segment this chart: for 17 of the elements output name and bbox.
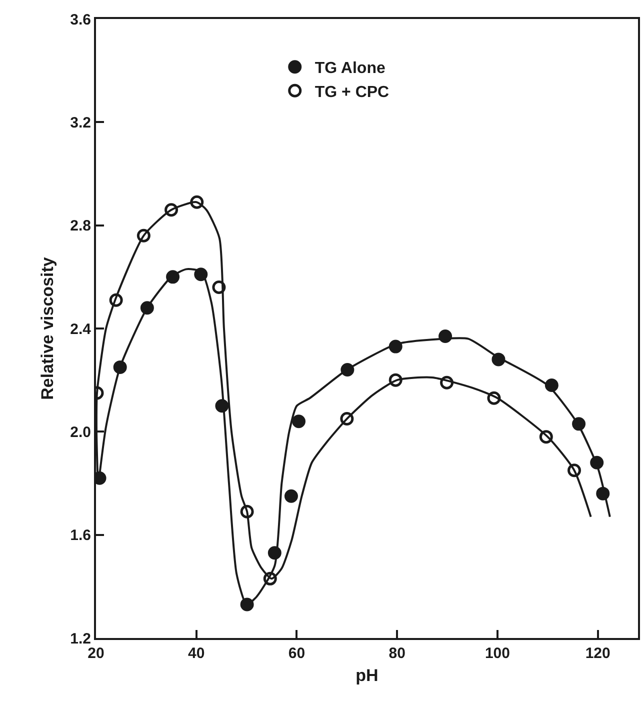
legend-label: TG Alone xyxy=(314,60,386,78)
x-tick-label: 40 xyxy=(188,645,205,662)
x-axis-title: pH xyxy=(356,666,378,685)
x-tick-label: 100 xyxy=(484,645,510,662)
y-axis-title: Relative viscosity xyxy=(38,256,58,400)
y-tick-label: 1.2 xyxy=(70,630,91,648)
y-tick-label: 3.2 xyxy=(70,114,91,132)
x-tick-label: 20 xyxy=(88,645,104,662)
x-tick-label: 120 xyxy=(585,645,610,662)
y-tick-label: 1.6 xyxy=(70,527,91,544)
x-tick-label: 80 xyxy=(388,645,406,662)
y-tick-label: 2.4 xyxy=(70,320,92,338)
legend-label: TG + CPC xyxy=(314,84,390,101)
y-tick-label: 3.6 xyxy=(70,11,91,28)
x-tick-label: 60 xyxy=(288,645,306,662)
y-tick-label: 2.8 xyxy=(70,218,91,235)
y-tick-label: 2.0 xyxy=(70,424,91,441)
